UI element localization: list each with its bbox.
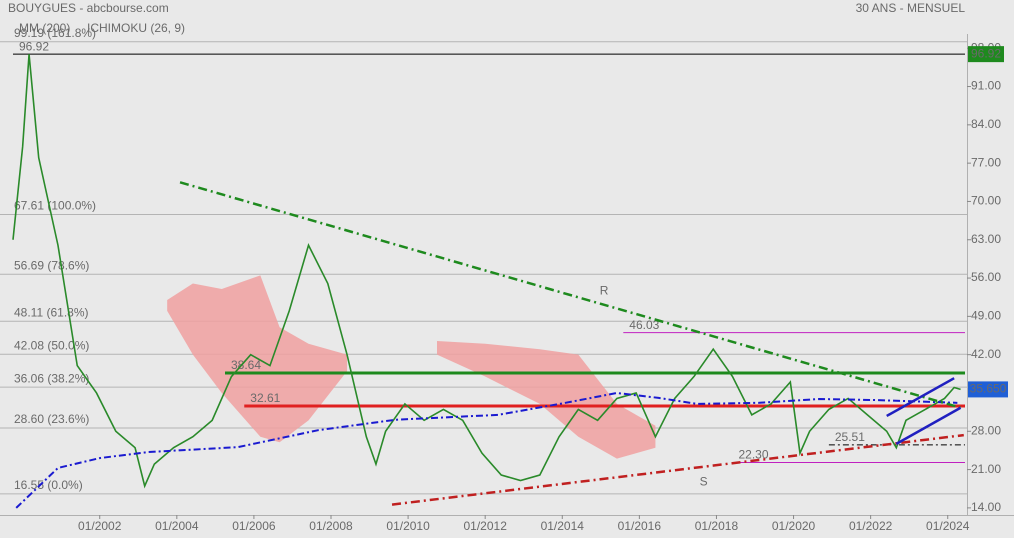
moving-average xyxy=(15,391,958,509)
trendline xyxy=(895,406,962,445)
trendline xyxy=(179,181,961,409)
x-tick-label: 01/2024 xyxy=(926,519,970,533)
last-price-label: 35.650 xyxy=(970,382,1007,396)
y-tick-label: 42.00 xyxy=(971,347,1001,361)
level-label: 25.51 xyxy=(835,430,865,444)
level-label: 96.92 xyxy=(19,39,49,53)
y-tick-label: 84.00 xyxy=(971,117,1001,131)
y-tick-label: 70.00 xyxy=(971,194,1001,208)
y-tick-label: 21.00 xyxy=(971,462,1001,476)
legend-ma: MM (200) xyxy=(19,21,70,35)
chart-subtitle: 30 ANS - MENSUEL xyxy=(856,1,966,15)
fib-label: 67.61 (100.0%) xyxy=(14,199,96,213)
x-tick-label: 01/2008 xyxy=(309,519,353,533)
trendline xyxy=(886,377,955,418)
fib-label: 36.06 (38.2%) xyxy=(14,371,89,385)
x-tick-label: 01/2016 xyxy=(618,519,662,533)
x-tick-label: 01/2014 xyxy=(541,519,585,533)
legend-ichimoku: ICHIMOKU (26, 9) xyxy=(87,21,185,35)
fib-label: 42.08 (50.0%) xyxy=(14,338,89,352)
x-tick-label: 01/2012 xyxy=(463,519,507,533)
y-tick-label: 28.00 xyxy=(971,423,1001,437)
level-box-label: 96.92 xyxy=(971,46,1001,60)
x-tick-label: 01/2002 xyxy=(78,519,122,533)
ichimoku-cloud xyxy=(437,340,656,459)
fib-label: 28.60 (23.6%) xyxy=(14,412,89,426)
fib-label: 48.11 (61.8%) xyxy=(14,305,89,319)
y-tick-label: 63.00 xyxy=(971,232,1001,246)
x-tick-label: 01/2010 xyxy=(386,519,430,533)
annotation: R xyxy=(600,283,609,297)
annotation: S xyxy=(700,474,708,488)
fib-label: 16.55 (0.0%) xyxy=(14,478,83,492)
y-tick-label: 49.00 xyxy=(971,309,1001,323)
trendline xyxy=(391,433,964,506)
x-tick-label: 01/2022 xyxy=(849,519,893,533)
last-price-box xyxy=(968,381,1008,398)
y-tick-label: 14.00 xyxy=(971,500,1001,514)
y-tick-label: 91.00 xyxy=(971,79,1001,93)
x-tick-label: 01/2020 xyxy=(772,519,816,533)
level-label: 46.03 xyxy=(629,318,659,332)
level-box xyxy=(968,46,1004,63)
y-tick-label: 56.00 xyxy=(971,270,1001,284)
chart-title: BOUYGUES - abcbourse.com xyxy=(8,1,169,15)
x-tick-label: 01/2018 xyxy=(695,519,739,533)
x-tick-label: 01/2006 xyxy=(232,519,276,533)
y-tick-label: 77.00 xyxy=(971,155,1001,169)
x-tick-label: 01/2004 xyxy=(155,519,199,533)
fib-label: 99.19 (161.8%) xyxy=(14,26,96,40)
level-label: 32.61 xyxy=(250,391,280,405)
fib-label: 56.69 (78.6%) xyxy=(14,258,89,272)
price-line xyxy=(12,54,961,489)
level-label: 22.30 xyxy=(739,448,769,462)
